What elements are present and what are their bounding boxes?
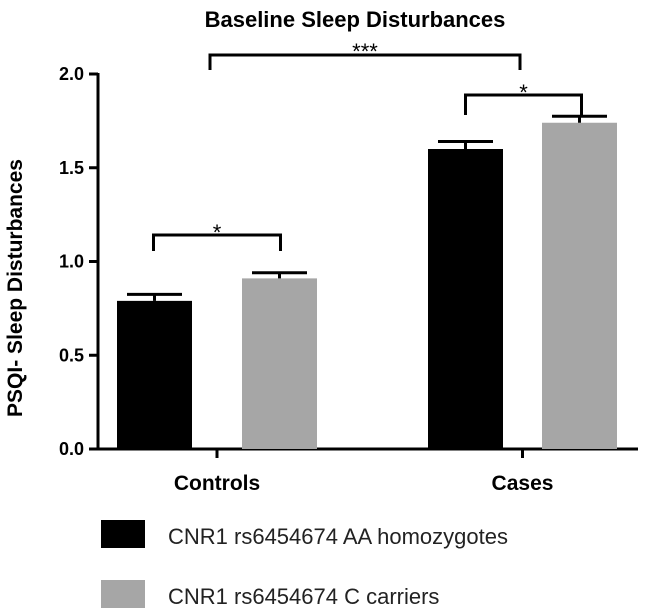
legend: CNR1 rs6454674 AA homozygotes CNR1 rs6454…: [101, 520, 508, 609]
bar-c-carriers-cases: [542, 122, 617, 449]
x-tick-label: Cases: [492, 472, 554, 495]
significance-marker: ***: [352, 39, 378, 64]
significance-bracket: [464, 93, 583, 115]
y-tick-label: 1.5: [59, 158, 84, 178]
bar-aa-homozygotes-cases: [428, 149, 503, 449]
bar-c-carriers-controls: [242, 278, 317, 449]
y-axis-label: PSQI- Sleep Disturbances: [4, 159, 27, 417]
x-tick-label: Controls: [174, 472, 260, 495]
legend-label: CNR1 rs6454674 AA homozygotes: [168, 524, 508, 549]
y-tick-label: 2.0: [59, 64, 84, 84]
y-tick-label: 1.0: [59, 252, 84, 272]
significance-bracket: [152, 233, 282, 251]
y-tick-label: 0.0: [59, 439, 84, 459]
legend-swatch: [101, 520, 145, 548]
significance-bracket: [208, 53, 522, 70]
legend-label: CNR1 rs6454674 C carriers: [168, 584, 439, 609]
legend-swatch: [101, 580, 145, 608]
significance-marker: *: [213, 220, 222, 245]
y-tick-label: 0.5: [59, 345, 84, 365]
bar-aa-homozygotes-controls: [117, 300, 192, 449]
chart-title: Baseline Sleep Disturbances: [205, 7, 506, 32]
significance-marker: *: [519, 80, 528, 105]
